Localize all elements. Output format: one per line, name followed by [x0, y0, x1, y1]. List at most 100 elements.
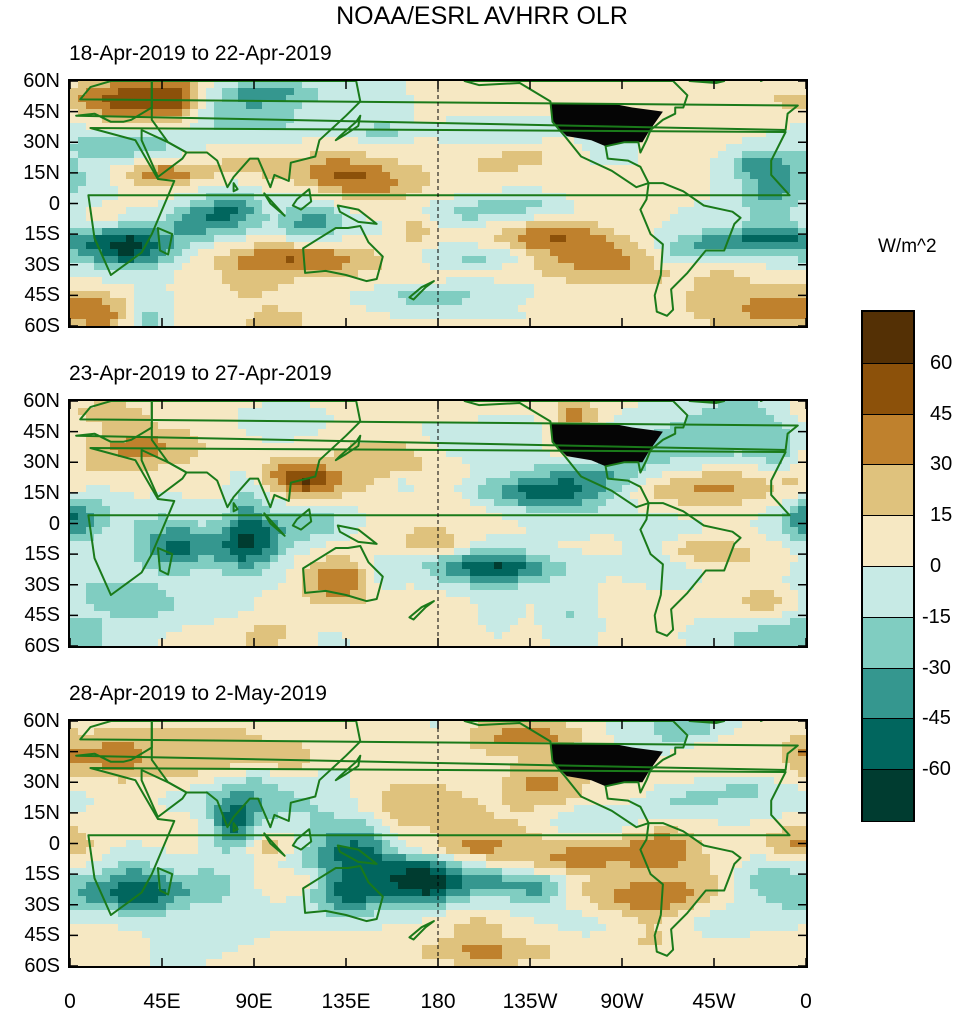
olr-cell — [750, 478, 759, 486]
olr-cell — [118, 408, 127, 416]
olr-cell — [630, 520, 639, 528]
olr-cell — [790, 81, 799, 89]
olr-cell — [790, 221, 799, 229]
olr-cell — [438, 478, 447, 486]
olr-cell — [86, 492, 95, 500]
olr-cell — [70, 277, 79, 285]
olr-cell — [438, 298, 447, 306]
olr-cell — [734, 401, 743, 409]
olr-cell — [270, 270, 279, 278]
olr-cell — [598, 415, 607, 423]
olr-cell — [462, 172, 471, 180]
olr-cell — [406, 499, 415, 507]
olr-cell — [558, 256, 567, 264]
olr-cell — [78, 116, 87, 124]
olr-cell — [214, 277, 223, 285]
olr-cell — [710, 221, 719, 229]
olr-cell — [470, 228, 479, 236]
olr-cell — [246, 270, 255, 278]
olr-cell — [694, 527, 703, 535]
olr-cell — [470, 415, 479, 423]
olr-cell — [302, 450, 311, 458]
olr-cell — [526, 165, 535, 173]
olr-cell — [150, 249, 159, 257]
olr-cell — [86, 284, 95, 292]
olr-cell — [670, 513, 679, 521]
olr-cell — [590, 527, 599, 535]
olr-cell — [406, 284, 415, 292]
olr-cell — [534, 172, 543, 180]
olr-cell — [478, 312, 487, 320]
olr-cell — [246, 109, 255, 117]
olr-cell — [238, 527, 247, 535]
olr-cell — [750, 291, 759, 299]
olr-cell — [702, 207, 711, 215]
olr-cell — [734, 478, 743, 486]
olr-cell — [142, 214, 151, 222]
olr-cell — [590, 235, 599, 243]
olr-cell — [150, 270, 159, 278]
olr-cell — [686, 422, 695, 430]
olr-cell — [278, 270, 287, 278]
olr-cell — [70, 116, 79, 124]
olr-cell — [142, 415, 151, 423]
olr-cell — [406, 256, 415, 264]
olr-cell — [270, 298, 279, 306]
olr-cell — [150, 242, 159, 250]
olr-cell — [766, 277, 775, 285]
olr-cell — [382, 228, 391, 236]
olr-cell — [294, 464, 303, 472]
olr-cell — [542, 200, 551, 208]
olr-cell — [182, 256, 191, 264]
olr-cell — [598, 207, 607, 215]
olr-cell — [270, 263, 279, 271]
olr-cell — [518, 492, 527, 500]
olr-cell — [622, 415, 631, 423]
olr-cell — [614, 471, 623, 479]
olr-cell — [646, 256, 655, 264]
olr-cell — [454, 144, 463, 152]
olr-cell — [726, 291, 735, 299]
olr-cell — [790, 291, 799, 299]
olr-cell — [790, 277, 799, 285]
olr-cell — [310, 319, 319, 326]
olr-cell — [550, 263, 559, 271]
olr-cell — [198, 305, 207, 313]
olr-cell — [558, 527, 567, 535]
olr-cell — [414, 408, 423, 416]
olr-cell — [646, 165, 655, 173]
olr-cell — [246, 151, 255, 159]
olr-cell — [118, 478, 127, 486]
olr-cell — [446, 471, 455, 479]
olr-cell — [486, 485, 495, 493]
olr-cell — [742, 506, 751, 514]
olr-cell — [430, 298, 439, 306]
olr-cell — [414, 228, 423, 236]
olr-cell — [702, 319, 711, 326]
olr-cell — [462, 429, 471, 437]
olr-cell — [622, 305, 631, 313]
olr-cell — [414, 179, 423, 187]
olr-cell — [398, 109, 407, 117]
olr-cell — [702, 116, 711, 124]
olr-cell — [206, 298, 215, 306]
olr-cell — [78, 520, 87, 528]
olr-cell — [366, 207, 375, 215]
olr-cell — [430, 471, 439, 479]
olr-cell — [182, 263, 191, 271]
olr-cell — [238, 450, 247, 458]
olr-cell — [758, 228, 767, 236]
olr-cell — [678, 513, 687, 521]
olr-cell — [342, 422, 351, 430]
olr-cell — [110, 137, 119, 145]
olr-cell — [102, 193, 111, 201]
olr-cell — [422, 298, 431, 306]
olr-cell — [590, 284, 599, 292]
olr-cell — [710, 263, 719, 271]
olr-cell — [454, 256, 463, 264]
olr-cell — [406, 144, 415, 152]
olr-cell — [182, 235, 191, 243]
olr-cell — [198, 235, 207, 243]
olr-cell — [86, 305, 95, 313]
olr-cell — [454, 88, 463, 96]
